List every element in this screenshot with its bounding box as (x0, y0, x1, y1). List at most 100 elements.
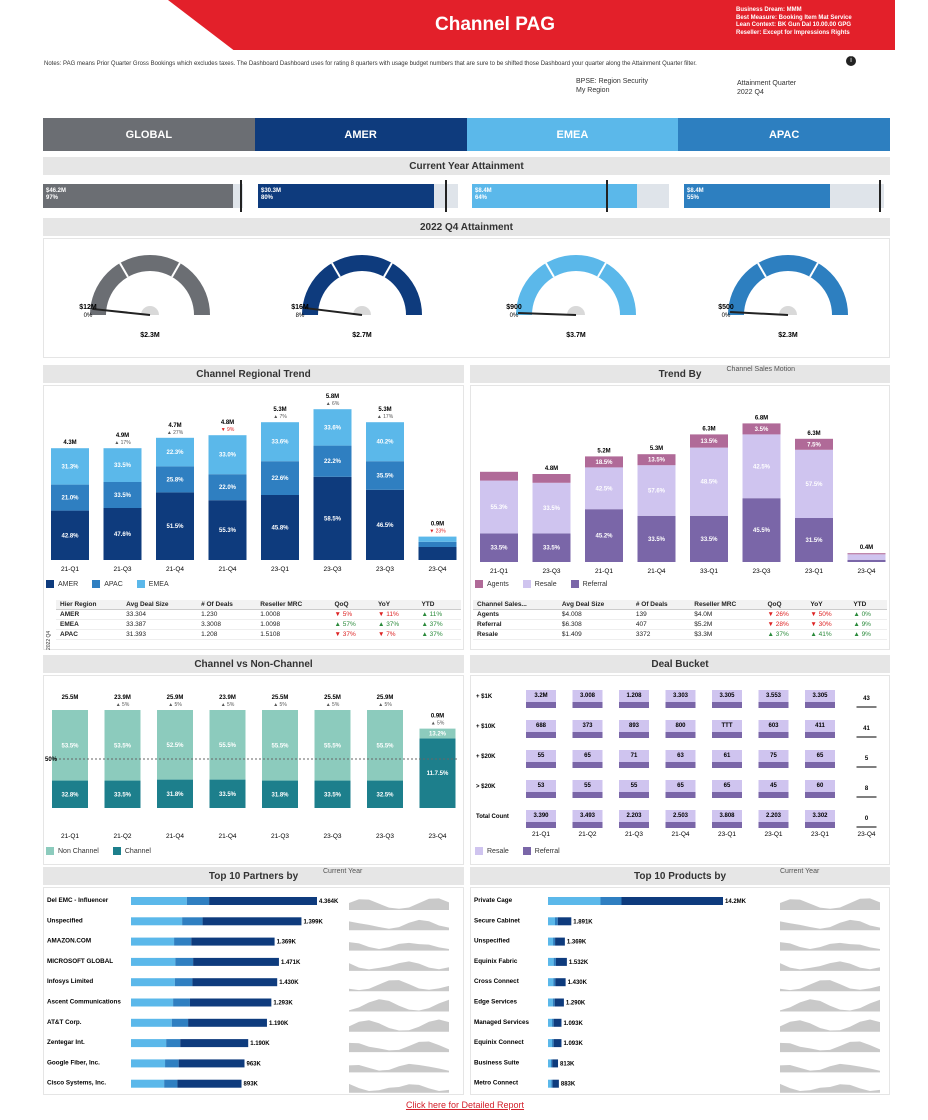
legend-item-emea[interactable]: EMEA (136, 580, 169, 588)
bucket-cell-resale[interactable] (572, 780, 603, 792)
bar-segment-light[interactable] (548, 897, 601, 905)
bucket-cell-resale[interactable] (526, 810, 556, 822)
bar-segment-mid[interactable] (186, 897, 210, 905)
column-header[interactable]: Avg Deal Size (122, 600, 198, 610)
detailed-report-link[interactable]: Click here for Detailed Report (405, 1100, 525, 1110)
bucket-cell-resale[interactable] (758, 810, 789, 822)
bar-segment[interactable] (313, 445, 352, 477)
bar-segment[interactable] (52, 780, 88, 808)
bar-segment[interactable] (690, 515, 728, 562)
bar-segment[interactable] (262, 780, 298, 808)
bucket-cell-resale[interactable] (572, 750, 603, 762)
bar-segment[interactable] (480, 533, 518, 562)
bar-segment[interactable] (208, 500, 247, 560)
bar-segment-dark[interactable] (180, 1039, 249, 1048)
bar-segment[interactable] (418, 541, 457, 547)
bar-segment[interactable] (313, 476, 352, 560)
bar-segment-light[interactable] (131, 897, 187, 905)
tab-emea[interactable]: EMEA (466, 118, 679, 151)
bar-segment-mid[interactable] (174, 978, 193, 987)
legend-item-agents[interactable]: Agents (475, 580, 509, 588)
bucket-cell-resale[interactable] (805, 810, 835, 822)
bar-segment[interactable] (261, 422, 299, 462)
bucket-cell-resale[interactable] (572, 810, 603, 822)
bucket-cell-referral[interactable] (712, 732, 742, 738)
bar-segment[interactable] (585, 467, 623, 510)
column-header[interactable]: Hier Region (56, 600, 123, 610)
bar-segment[interactable] (157, 779, 193, 808)
bucket-cell-resale[interactable] (712, 810, 742, 822)
bar-segment-mid[interactable] (166, 1039, 181, 1048)
column-header[interactable]: Channel Sales... (473, 600, 558, 610)
bucket-cell-referral[interactable] (665, 822, 696, 828)
bucket-cell-referral[interactable] (758, 702, 789, 708)
bucket-cell-resale[interactable] (619, 690, 649, 702)
bar-segment-dark[interactable] (189, 998, 272, 1007)
bucket-cell-referral[interactable] (805, 702, 835, 708)
bar-segment-mid[interactable] (553, 957, 556, 966)
bucket-cell-referral[interactable] (805, 762, 835, 768)
bar-segment-mid[interactable] (164, 1079, 178, 1088)
bucket-cell-resale[interactable] (665, 780, 696, 792)
bar-segment[interactable] (208, 435, 247, 475)
bar-segment[interactable] (419, 728, 456, 739)
bar-segment-light[interactable] (548, 1018, 553, 1027)
column-header[interactable]: YTD (417, 600, 461, 610)
bucket-cell-referral[interactable] (619, 792, 649, 798)
bar-segment[interactable] (261, 461, 299, 495)
bar-segment-dark[interactable] (555, 957, 567, 966)
bar-segment-dark[interactable] (553, 1039, 562, 1048)
bar-segment[interactable] (51, 448, 89, 485)
bar-segment-dark[interactable] (557, 917, 572, 926)
bar-segment[interactable] (847, 554, 886, 560)
legend-item-resale[interactable]: Resale (475, 847, 509, 855)
bucket-cell-resale[interactable] (526, 720, 556, 732)
bar-segment[interactable] (262, 710, 298, 781)
bar-segment[interactable] (156, 492, 194, 560)
bucket-cell-resale[interactable] (619, 750, 649, 762)
bar-segment[interactable] (418, 547, 457, 560)
bucket-cell-referral[interactable] (758, 762, 789, 768)
bucket-cell-referral[interactable] (712, 822, 742, 828)
bucket-cell-resale[interactable] (712, 690, 742, 702)
attainment-bar[interactable]: $46.2M 97% (43, 180, 243, 212)
bar-segment[interactable] (366, 461, 404, 490)
bar-segment[interactable] (795, 449, 833, 518)
column-header[interactable]: # Of Deals (197, 600, 257, 610)
bucket-cell-referral[interactable] (526, 732, 556, 738)
column-header[interactable]: YoY (373, 600, 418, 610)
bar-segment[interactable] (367, 780, 403, 808)
bar-segment[interactable] (51, 484, 89, 511)
bar-segment[interactable] (480, 480, 518, 534)
column-header[interactable]: # Of Deals (631, 600, 691, 610)
legend-item-resale[interactable]: Resale (522, 580, 557, 588)
bar-segment-light[interactable] (131, 1018, 172, 1027)
bucket-cell-resale[interactable] (665, 690, 696, 702)
bar-segment-mid[interactable] (553, 978, 556, 987)
bar-segment[interactable] (742, 498, 781, 562)
bucket-cell-resale[interactable] (572, 720, 603, 732)
bar-segment[interactable] (532, 482, 571, 534)
bucket-cell-referral[interactable] (805, 792, 835, 798)
bar-segment-mid[interactable] (165, 1059, 179, 1068)
bucket-cell-referral[interactable] (619, 732, 649, 738)
bar-segment[interactable] (209, 779, 246, 808)
bucket-cell-resale[interactable] (805, 690, 835, 702)
bucket-cell-referral[interactable] (758, 732, 789, 738)
bar-segment-light[interactable] (548, 1059, 552, 1068)
column-header[interactable]: Reseller MRC (256, 600, 331, 610)
bucket-cell-referral[interactable] (805, 732, 835, 738)
bar-segment[interactable] (52, 710, 88, 781)
bar-segment[interactable] (103, 448, 142, 482)
bucket-cell-resale[interactable] (805, 780, 835, 792)
bar-segment[interactable] (418, 536, 457, 542)
bar-segment-dark[interactable] (177, 1079, 242, 1088)
column-header[interactable]: Avg Deal Size (557, 600, 632, 610)
bar-segment-light[interactable] (131, 978, 175, 987)
column-header[interactable]: QoQ (763, 600, 807, 610)
bar-segment[interactable] (209, 710, 246, 780)
bar-segment-light[interactable] (131, 917, 183, 926)
bar-segment-light[interactable] (131, 998, 174, 1007)
bar-segment[interactable] (104, 710, 141, 781)
bar-segment-mid[interactable] (175, 957, 194, 966)
